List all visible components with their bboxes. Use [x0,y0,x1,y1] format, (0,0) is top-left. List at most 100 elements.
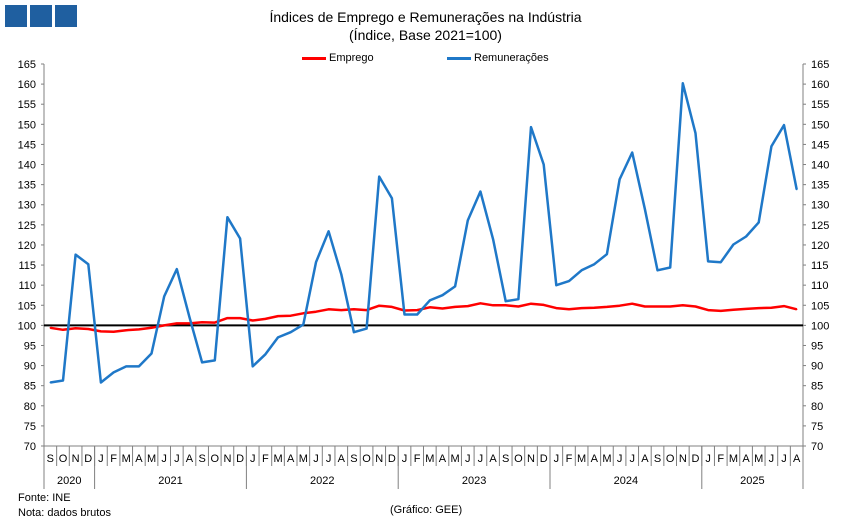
data-point [429,306,431,309]
x-tick-label-month: M [273,453,282,465]
data-point [783,305,785,307]
data-point [504,304,507,307]
x-tick-label-month: J [705,453,711,465]
x-tick-label-month: M [299,453,308,465]
x-tick-label-month: F [414,453,421,465]
x-tick-label-month: S [502,453,509,465]
data-point [517,305,520,308]
x-tick-label-month: S [654,453,661,465]
data-point [87,263,90,266]
data-point [87,328,90,330]
data-point [391,197,393,200]
y-tick-label-right: 155 [811,99,829,111]
data-point [454,285,456,288]
x-tick-label-month: D [84,453,92,465]
x-tick-label-month: O [666,453,675,465]
data-point [719,310,722,312]
x-tick-label-month: F [566,453,573,465]
legend-item-emprego: Emprego [302,52,374,64]
data-point [656,269,659,272]
data-point [403,313,406,316]
data-point [416,313,418,316]
data-point [74,327,77,329]
x-tick-label-month: N [223,453,231,465]
data-point [542,163,545,166]
data-point [568,280,570,282]
x-tick-label-month: N [527,453,535,465]
data-point [49,326,52,329]
data-point [391,306,393,308]
data-point [606,306,608,308]
x-tick-label-month: N [72,453,80,465]
y-tick-label-left: 100 [18,320,36,332]
legend-item-remuneracoes: Remunerações [447,52,549,64]
data-point [112,331,115,333]
source-note: Fonte: INE [18,492,71,504]
x-tick-label-month: M [754,453,763,465]
data-point [201,361,203,364]
data-point [770,306,773,309]
x-tick-label-year: 2024 [614,475,638,487]
y-tick-label-right: 90 [811,361,823,373]
data-point [340,273,343,276]
data-point [770,145,773,148]
y-tick-label-right: 110 [811,280,829,292]
data-point [226,317,229,319]
data-point [694,132,697,134]
data-point [49,381,52,384]
x-tick-label-month: J [174,453,180,465]
y-tick-label-left: 115 [18,260,36,272]
data-point [264,353,267,356]
data-point [353,308,355,311]
data-point [138,328,140,331]
data-point [213,359,216,362]
legend-label: Emprego [329,52,374,64]
x-tick-label-month: A [641,453,649,465]
x-tick-label-month: J [554,453,560,465]
data-point [732,308,735,311]
x-tick-label-month: A [591,453,599,465]
x-tick-label-month: M [122,453,131,465]
x-tick-label-month: D [691,453,699,465]
x-tick-label-month: A [793,453,801,465]
data-point [188,316,191,319]
data-point [580,269,583,272]
x-tick-label-month: O [210,453,219,465]
y-tick-label-left: 105 [18,300,36,312]
data-point [618,304,621,307]
x-tick-label-month: A [287,453,295,465]
data-point [340,309,343,311]
data-point [719,261,722,264]
data-point [580,307,583,309]
y-tick-label-right: 85 [811,381,823,393]
y-tick-label-left: 160 [18,79,36,91]
x-tick-label-year: 2020 [57,475,81,487]
logo-block [5,5,27,27]
y-tick-label-left: 70 [24,441,36,453]
y-tick-label-right: 120 [811,240,829,252]
data-point [100,330,102,333]
data-point [669,266,671,269]
y-tick-label-right: 100 [811,320,829,332]
series-line-remuneracoes [50,82,798,384]
data-point [429,299,431,302]
data-point [378,304,381,307]
x-tick-label-month: A [135,453,143,465]
x-tick-label-month: M [577,453,586,465]
data-point [74,253,77,256]
data-point [315,310,317,313]
y-tick-label-right: 145 [811,139,829,151]
legend-swatch-blue [447,56,471,60]
legend-swatch-red [302,56,326,60]
y-tick-label-right: 75 [811,421,823,433]
y-tick-label-left: 80 [24,401,36,413]
y-tick-label-right: 115 [811,260,829,272]
data-point [631,302,634,305]
y-tick-label-right: 135 [811,180,829,192]
data-point [441,307,444,310]
x-tick-label-month: N [375,453,383,465]
data-point [517,298,520,301]
x-tick-label-month: A [742,453,750,465]
y-tick-label-right: 150 [811,119,829,131]
y-tick-label-left: 90 [24,361,36,373]
